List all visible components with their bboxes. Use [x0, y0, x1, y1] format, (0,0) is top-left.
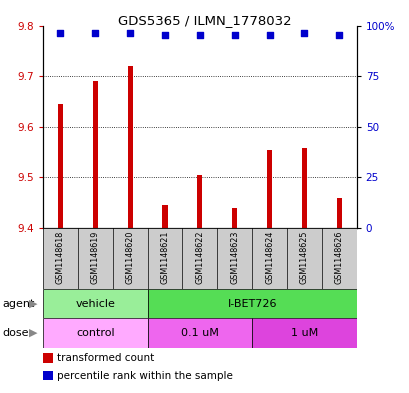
Text: GSM1148623: GSM1148623 — [230, 230, 238, 284]
Text: GSM1148625: GSM1148625 — [299, 230, 308, 284]
Point — [126, 29, 133, 36]
Bar — [266, 149, 272, 228]
Bar — [147, 318, 252, 348]
Point — [265, 31, 272, 38]
Point — [196, 31, 202, 38]
Bar — [197, 175, 202, 228]
Bar — [147, 289, 356, 318]
Text: GSM1148621: GSM1148621 — [160, 230, 169, 284]
Bar — [43, 318, 147, 348]
Point — [335, 31, 342, 38]
Point — [57, 29, 63, 36]
Bar — [92, 81, 98, 228]
Text: ▶: ▶ — [29, 299, 38, 309]
Text: vehicle: vehicle — [75, 299, 115, 309]
Point — [92, 29, 98, 36]
Text: percentile rank within the sample: percentile rank within the sample — [57, 371, 233, 381]
Bar — [301, 148, 306, 228]
Bar — [336, 198, 341, 228]
Text: GDS5365 / ILMN_1778032: GDS5365 / ILMN_1778032 — [118, 14, 291, 27]
Bar — [162, 205, 167, 228]
Text: I-BET726: I-BET726 — [227, 299, 276, 309]
Text: GSM1148624: GSM1148624 — [265, 230, 273, 284]
Bar — [127, 66, 133, 228]
Bar — [43, 289, 147, 318]
Bar — [231, 208, 237, 228]
Bar — [252, 318, 356, 348]
Text: dose: dose — [2, 328, 29, 338]
Text: GSM1148618: GSM1148618 — [56, 231, 65, 284]
Text: control: control — [76, 328, 115, 338]
Text: 0.1 uM: 0.1 uM — [180, 328, 218, 338]
Text: GSM1148620: GSM1148620 — [126, 230, 134, 284]
Text: GSM1148622: GSM1148622 — [195, 230, 204, 284]
Bar — [58, 104, 63, 228]
Point — [231, 31, 237, 38]
Text: transformed count: transformed count — [57, 353, 154, 363]
Text: ▶: ▶ — [29, 328, 38, 338]
Text: agent: agent — [2, 299, 34, 309]
Point — [300, 29, 307, 36]
Point — [161, 31, 168, 38]
Text: GSM1148619: GSM1148619 — [91, 230, 99, 284]
Text: GSM1148626: GSM1148626 — [334, 230, 343, 284]
Text: 1 uM: 1 uM — [290, 328, 317, 338]
